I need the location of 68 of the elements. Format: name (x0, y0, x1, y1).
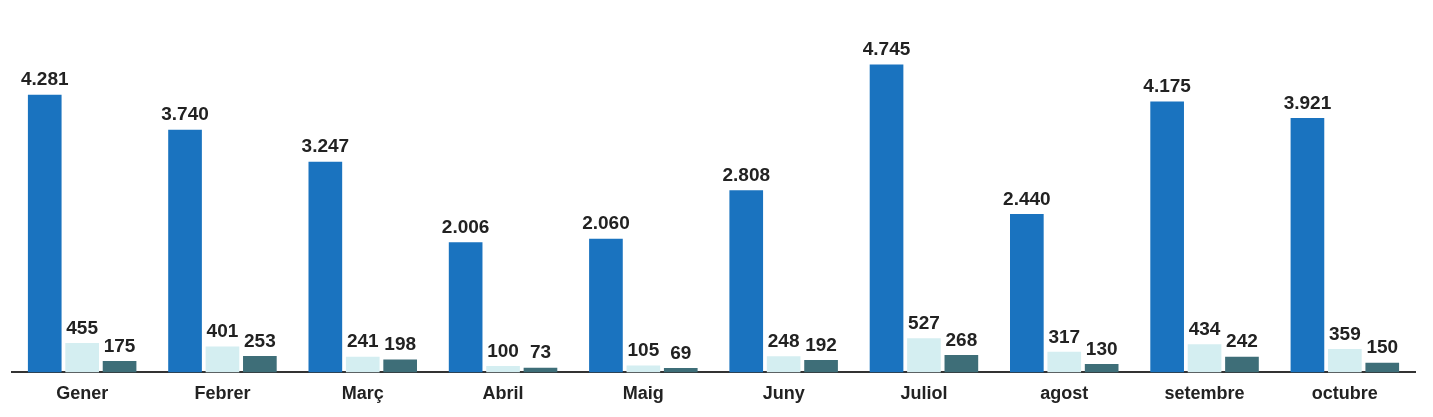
data-label: 248 (767, 330, 800, 352)
bar (729, 190, 764, 373)
bar (1150, 101, 1184, 373)
bar (65, 342, 99, 373)
bar (869, 64, 904, 373)
data-label: 198 (384, 333, 417, 355)
x-tick-label: agost (1040, 383, 1089, 404)
data-label: 2.808 (722, 163, 771, 185)
bar (243, 355, 277, 373)
data-label: 192 (805, 333, 837, 355)
bar (1365, 362, 1400, 373)
data-label: 455 (66, 316, 99, 338)
x-tick-label: Juliol (900, 383, 948, 404)
data-label: 3.921 (1283, 91, 1332, 113)
bar (383, 359, 417, 373)
bar (27, 94, 62, 373)
data-label: 401 (206, 320, 239, 342)
data-label: 4.175 (1143, 75, 1192, 97)
x-tick-label: Febrer (194, 383, 251, 404)
bar (1225, 356, 1259, 373)
bar (1187, 344, 1222, 373)
bar (448, 242, 483, 373)
data-label: 2.440 (1003, 187, 1051, 209)
x-tick-label: setembre (1164, 383, 1245, 404)
bar (944, 355, 979, 373)
data-label: 73 (529, 341, 552, 363)
bar (907, 338, 941, 373)
bar (663, 367, 698, 373)
bar (345, 356, 380, 373)
x-tick-label: Març (341, 383, 384, 404)
data-label: 268 (945, 328, 978, 350)
bar (1290, 118, 1325, 373)
data-label: 2.060 (582, 212, 630, 234)
data-label: 434 (1188, 317, 1221, 339)
x-tick-label: Abril (482, 383, 524, 404)
data-label: 4.745 (862, 38, 911, 60)
x-tick-label: octubre (1311, 383, 1378, 404)
data-label: 100 (487, 339, 519, 361)
bar (308, 161, 343, 373)
data-label: 69 (670, 341, 692, 363)
bar (1010, 214, 1044, 373)
bar (205, 346, 240, 373)
bar (766, 356, 801, 373)
data-label: 527 (908, 311, 940, 333)
bar (589, 238, 623, 373)
data-label: 105 (627, 339, 660, 361)
x-tick-label: Juny (762, 383, 805, 404)
bar (168, 129, 202, 373)
data-label: 242 (1226, 330, 1258, 352)
data-label: 3.740 (161, 103, 209, 125)
data-label: 150 (1366, 336, 1399, 358)
x-tick-label: Maig (622, 383, 664, 404)
bar (1084, 363, 1119, 373)
data-label: 130 (1085, 337, 1118, 359)
data-label: 4.281 (20, 68, 69, 90)
bar (1047, 351, 1082, 373)
data-label: 253 (244, 329, 276, 351)
data-label: 317 (1048, 325, 1081, 347)
bar (486, 365, 520, 373)
data-label: 175 (103, 334, 136, 356)
data-label: 241 (346, 330, 380, 352)
data-label: 3.247 (301, 135, 350, 157)
x-tick-label: Gener (56, 383, 109, 404)
data-label: 2.006 (441, 215, 490, 237)
bar (1328, 349, 1362, 373)
bar (102, 361, 137, 373)
bar (804, 359, 838, 373)
data-label: 359 (1329, 322, 1361, 344)
